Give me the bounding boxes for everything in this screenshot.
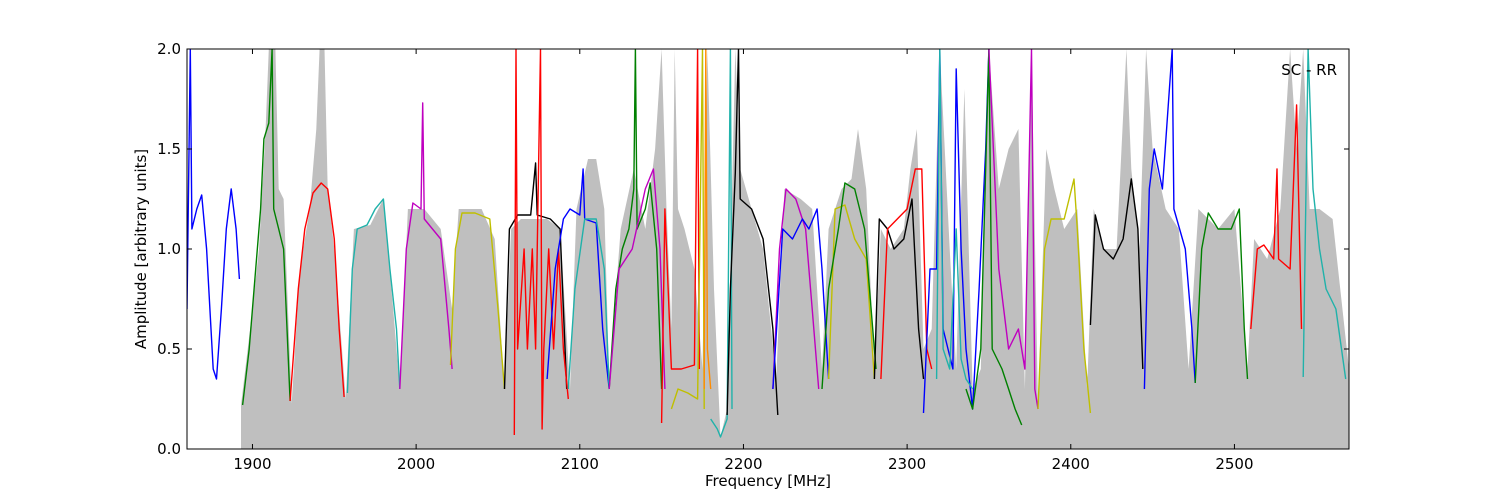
series-line-28 — [1089, 178, 1144, 370]
reference-band-layer — [241, 49, 1349, 449]
series-line-32 — [1302, 49, 1347, 380]
series-line-15 — [710, 49, 733, 438]
y-tick-label: 1.5 — [157, 140, 181, 158]
series-line-31 — [1250, 104, 1303, 330]
series-line-29 — [1143, 49, 1196, 390]
series-line-9 — [567, 218, 610, 390]
y-axis: 0.0 0.5 1.0 1.5 2.0 — [157, 40, 1349, 458]
y-axis-label: Amplitude [arbitrary units] — [132, 149, 150, 349]
x-tick-label: 2300 — [888, 455, 926, 473]
x-tick-label: 2500 — [1215, 455, 1253, 473]
x-tick-label: 2200 — [724, 455, 762, 473]
series-line-17 — [772, 188, 820, 390]
series-line-26 — [988, 49, 1039, 410]
series-line-5 — [449, 212, 506, 390]
series-line-27 — [1037, 178, 1092, 414]
y-tick-label: 0.0 — [157, 440, 181, 458]
series-line-7 — [513, 49, 569, 436]
series-layer — [187, 49, 1347, 438]
series-line-6 — [503, 162, 568, 390]
series-line-2 — [289, 182, 345, 402]
series-line-12 — [660, 49, 700, 424]
series-line-3 — [346, 198, 401, 394]
series-line-19 — [827, 204, 876, 380]
series-line-10 — [608, 49, 663, 390]
series-line-1 — [241, 49, 291, 406]
series-line-24 — [935, 49, 974, 390]
series-line-16 — [726, 49, 779, 416]
series-line-11 — [608, 168, 666, 390]
x-tick-label: 2000 — [397, 455, 435, 473]
series-line-22 — [880, 168, 933, 380]
y-tick-label: 2.0 — [157, 40, 181, 58]
x-tick-label: 2400 — [1052, 455, 1090, 473]
y-tick-label: 0.5 — [157, 340, 181, 358]
y-tick-label: 1.0 — [157, 240, 181, 258]
reference-band — [241, 49, 1349, 449]
series-line-14 — [703, 49, 712, 390]
series-line-13 — [670, 49, 705, 410]
series-line-21 — [873, 198, 925, 380]
series-line-0 — [187, 49, 241, 380]
series-line-23 — [922, 49, 990, 414]
series-line-8 — [546, 168, 610, 390]
x-axis-label: Frequency [MHz] — [705, 472, 831, 490]
series-line-20 — [821, 182, 877, 390]
series-line-4 — [399, 102, 453, 390]
x-tick-label: 1900 — [233, 455, 271, 473]
series-line-30 — [1194, 208, 1249, 384]
series-line-25 — [965, 49, 1023, 426]
annotation-label: SC - RR — [1281, 61, 1337, 79]
x-tick-label: 2100 — [561, 455, 599, 473]
x-axis: 1900 2000 2100 2200 2300 2400 2500 — [233, 49, 1254, 473]
series-line-18 — [772, 208, 830, 390]
